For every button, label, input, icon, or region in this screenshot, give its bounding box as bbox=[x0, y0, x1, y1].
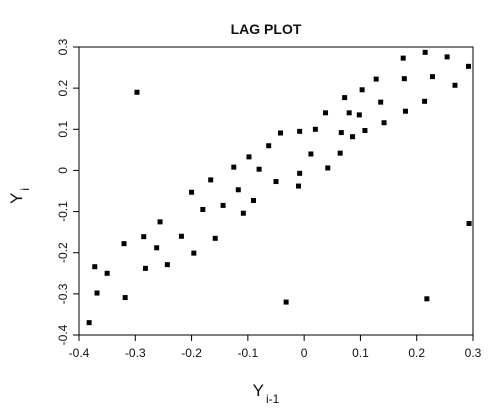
scatter-point bbox=[422, 49, 428, 55]
scatter-point bbox=[200, 207, 206, 213]
scatter-point bbox=[134, 89, 140, 95]
scatter-point bbox=[157, 219, 163, 225]
scatter-point bbox=[402, 108, 408, 114]
data-points bbox=[86, 49, 472, 326]
scatter-point bbox=[424, 296, 430, 302]
scatter-point bbox=[178, 233, 184, 239]
scatter-point bbox=[346, 110, 352, 116]
x-axis-label-subscript: i-1 bbox=[266, 392, 280, 406]
scatter-point bbox=[283, 299, 289, 305]
scatter-point bbox=[337, 150, 343, 156]
scatter-point bbox=[308, 151, 314, 157]
scatter-point bbox=[121, 241, 127, 247]
chart-title: LAG PLOT bbox=[231, 21, 302, 37]
scatter-point bbox=[240, 210, 246, 216]
x-tick-label: -0.1 bbox=[238, 346, 259, 360]
x-tick-label: -0.4 bbox=[69, 346, 90, 360]
x-tick-label: 0.2 bbox=[408, 346, 425, 360]
y-axis-label: Yi bbox=[7, 188, 32, 204]
y-tick-label: 0.1 bbox=[56, 121, 70, 138]
scatter-point bbox=[323, 110, 329, 116]
scatter-point bbox=[278, 130, 284, 136]
scatter-point bbox=[465, 63, 471, 69]
x-tick-label: -0.3 bbox=[125, 346, 146, 360]
scatter-point bbox=[429, 74, 435, 80]
scatter-point bbox=[231, 164, 237, 170]
scatter-point bbox=[325, 165, 331, 171]
scatter-point bbox=[373, 76, 379, 82]
x-tick-label: 0.1 bbox=[352, 346, 369, 360]
scatter-point bbox=[312, 126, 318, 132]
scatter-point bbox=[122, 295, 128, 301]
scatter-point bbox=[350, 134, 356, 140]
scatter-point bbox=[444, 54, 450, 60]
x-axis-ticks: -0.4 -0.3 -0.2 -0.1 0 0.1 0.2 0.3 bbox=[69, 335, 482, 360]
scatter-point bbox=[378, 99, 384, 105]
x-tick-label: 0.3 bbox=[465, 346, 482, 360]
y-axis-ticks: -0.4 -0.3 -0.2 -0.1 0 0.1 0.2 0.3 bbox=[56, 38, 79, 345]
scatter-point bbox=[208, 177, 214, 183]
y-tick-label: -0.3 bbox=[56, 283, 70, 304]
scatter-point bbox=[256, 166, 262, 172]
scatter-point bbox=[466, 221, 472, 227]
x-tick-label: 0 bbox=[301, 346, 308, 360]
scatter-point bbox=[250, 197, 256, 203]
scatter-point bbox=[422, 98, 428, 104]
scatter-point bbox=[86, 320, 92, 326]
scatter-point bbox=[164, 262, 170, 268]
scatter-point bbox=[220, 202, 226, 208]
scatter-point bbox=[189, 189, 195, 195]
scatter-point bbox=[359, 87, 365, 93]
x-axis-label-main: Y bbox=[253, 381, 264, 400]
y-tick-label: 0.2 bbox=[56, 79, 70, 96]
y-tick-label: -0.4 bbox=[56, 324, 70, 345]
scatter-point bbox=[297, 128, 303, 134]
y-axis-label-main: Y bbox=[7, 193, 26, 204]
scatter-point bbox=[212, 235, 218, 241]
scatter-point bbox=[296, 183, 302, 189]
plot-frame bbox=[78, 46, 474, 336]
y-axis-label-subscript: i bbox=[18, 188, 32, 191]
scatter-point bbox=[381, 120, 387, 126]
y-tick-label: -0.2 bbox=[56, 242, 70, 263]
scatter-point bbox=[297, 170, 303, 176]
scatter-point bbox=[273, 179, 279, 185]
scatter-point bbox=[142, 265, 148, 271]
scatter-point bbox=[154, 245, 160, 251]
scatter-point bbox=[94, 290, 100, 296]
y-tick-label: 0.3 bbox=[56, 38, 70, 55]
scatter-point bbox=[452, 82, 458, 88]
scatter-point bbox=[191, 250, 197, 256]
y-tick-label: 0 bbox=[56, 167, 70, 174]
scatter-point bbox=[338, 130, 344, 136]
scatter-point bbox=[141, 234, 147, 240]
scatter-point bbox=[362, 128, 368, 134]
scatter-point bbox=[92, 264, 98, 270]
scatter-point bbox=[104, 270, 110, 276]
scatter-point bbox=[235, 187, 241, 193]
scatter-point bbox=[400, 55, 406, 61]
y-tick-label: -0.1 bbox=[56, 201, 70, 222]
scatter-point bbox=[401, 76, 407, 82]
scatter-point bbox=[356, 112, 362, 118]
x-tick-label: -0.2 bbox=[181, 346, 202, 360]
scatter-point bbox=[266, 143, 272, 149]
scatter-point bbox=[342, 95, 348, 101]
scatter-point bbox=[246, 154, 252, 160]
